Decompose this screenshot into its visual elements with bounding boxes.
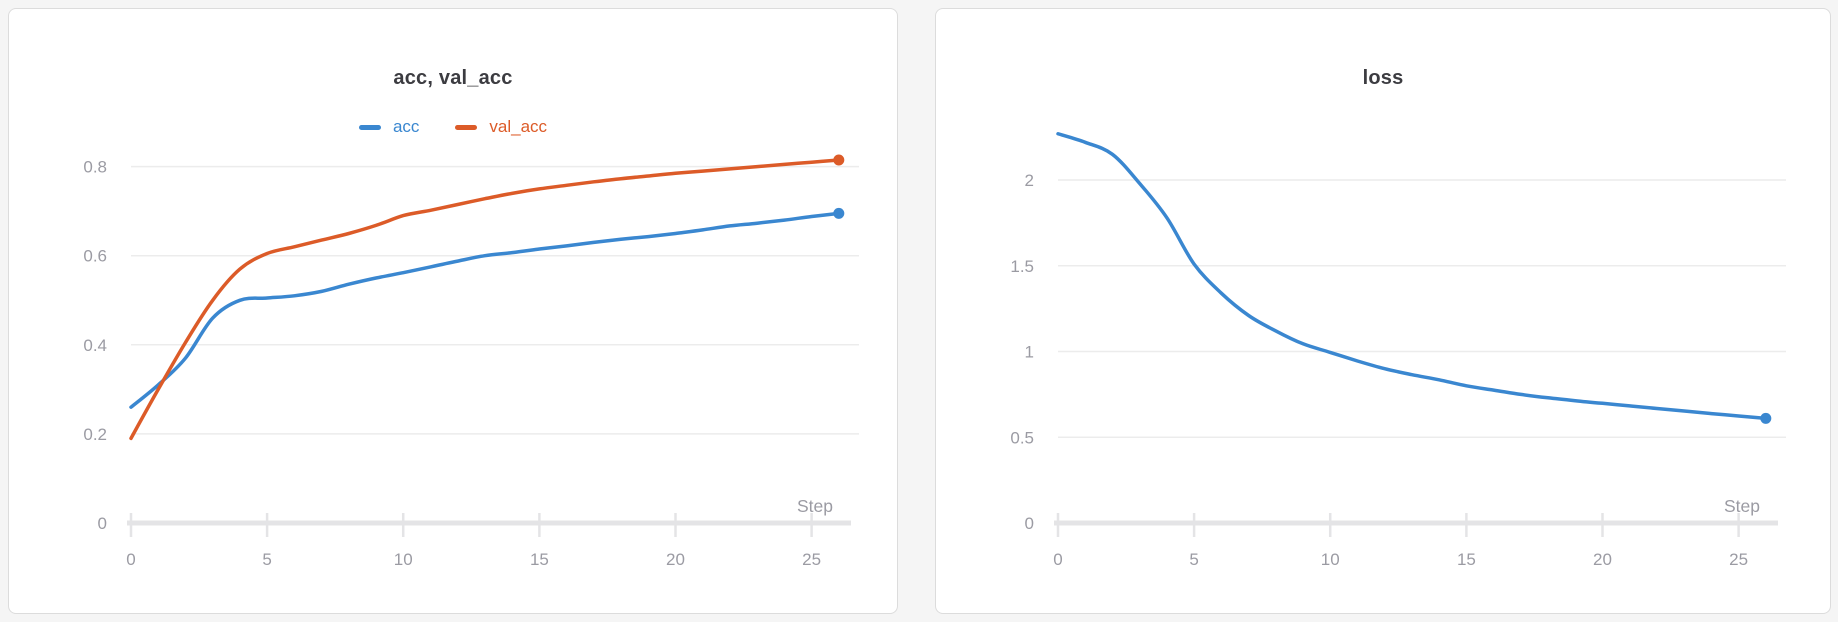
plot-area-loss[interactable]: 0 0.5 1 1.5 2 0 5 10 15 20 25 Step — [936, 9, 1830, 613]
plot-area-acc[interactable]: 0 0.2 0.4 0.6 0.8 0 5 10 15 20 25 Step — [9, 9, 897, 613]
chart-title: loss — [1362, 67, 1404, 89]
y-tick-label: 0 — [98, 514, 107, 533]
chart-svg: 0 0.2 0.4 0.6 0.8 0 5 10 15 20 25 Step — [83, 154, 859, 569]
x-tick-label: 25 — [1729, 550, 1748, 569]
y-tick-label: 1 — [1025, 343, 1034, 362]
acc-end-dot — [833, 207, 845, 219]
x-axis-title: Step — [797, 496, 833, 516]
x-tick-label: 15 — [1457, 550, 1476, 569]
legend-item-acc[interactable]: acc — [358, 117, 420, 137]
x-tick-label: 20 — [666, 550, 685, 569]
panel-acc-val-acc[interactable]: acc, val_acc acc val_acc 0 0.2 0.4 0.6 0.8 0 5… — [8, 8, 898, 614]
y-tick-label: 0.4 — [83, 336, 107, 355]
x-tick-label: 5 — [262, 550, 271, 569]
loss-end-dot — [1760, 412, 1772, 424]
legend-item-val-acc[interactable]: val_acc — [455, 117, 547, 137]
legend-label-acc: acc — [392, 117, 420, 136]
x-tick-label: 15 — [530, 550, 549, 569]
panel-loss[interactable]: loss 0 0.5 1 1.5 2 0 5 10 15 20 25 Step — [935, 8, 1831, 614]
legend: acc val_acc — [9, 117, 897, 137]
x-tick-label: 0 — [126, 550, 135, 569]
acc-line-swatch-icon — [358, 124, 381, 130]
x-tick-label: 10 — [1321, 550, 1340, 569]
val_acc-line — [129, 158, 841, 441]
y-tick-label: 2 — [1025, 171, 1034, 190]
chart-title: acc, val_acc — [393, 67, 513, 89]
val_acc-end-dot — [833, 154, 845, 166]
y-tick-label: 0.5 — [1010, 428, 1034, 447]
x-tick-label: 20 — [1593, 550, 1612, 569]
y-tick-label: 0.8 — [83, 158, 107, 177]
x-axis-title: Step — [1724, 496, 1760, 516]
x-tick-label: 0 — [1053, 550, 1062, 569]
x-tick-label: 25 — [802, 550, 821, 569]
y-tick-label: 1.5 — [1010, 257, 1034, 276]
loss-line — [1056, 131, 1768, 421]
x-tick-label: 5 — [1189, 550, 1198, 569]
y-tick-label: 0.2 — [83, 425, 107, 444]
legend-label-val-acc: val_acc — [489, 117, 548, 136]
val-acc-line-swatch-icon — [455, 124, 478, 130]
x-tick-label: 10 — [394, 550, 413, 569]
y-tick-label: 0.6 — [83, 247, 107, 266]
acc-line — [129, 211, 841, 409]
y-tick-label: 0 — [1025, 514, 1034, 533]
